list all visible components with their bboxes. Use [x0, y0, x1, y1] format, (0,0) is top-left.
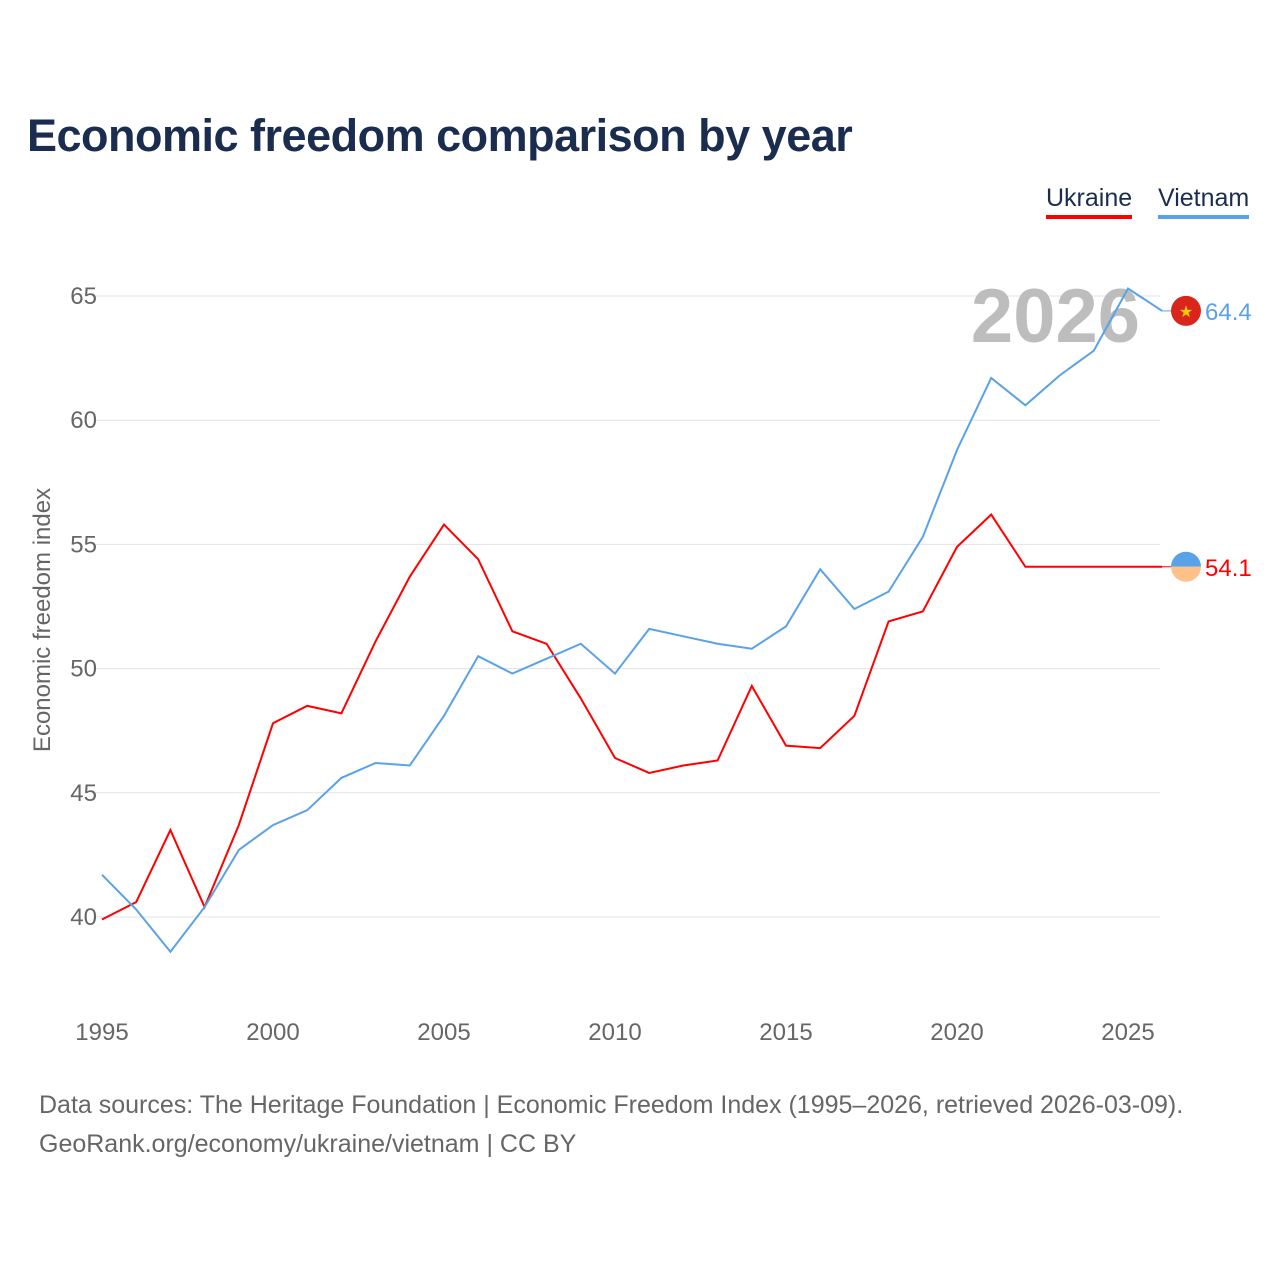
- svg-text:★: ★: [1179, 304, 1193, 321]
- y-tick-label: 55: [70, 531, 97, 558]
- x-tick-label: 2025: [1101, 1019, 1154, 1046]
- ukraine-flag-icon: [1171, 551, 1201, 582]
- end-value-label-vietnam: 64.4: [1205, 299, 1252, 326]
- footer: Data sources: The Heritage Foundation | …: [39, 1086, 1183, 1164]
- x-tick-label: 2000: [246, 1019, 299, 1046]
- legend-ukraine[interactable]: Ukraine: [1046, 184, 1133, 219]
- legend-vietnam[interactable]: Vietnam: [1158, 184, 1250, 219]
- y-tick-label: 45: [70, 780, 97, 807]
- x-tick-label: 2005: [417, 1019, 470, 1046]
- chart-title: Economic freedom comparison by year: [27, 110, 853, 161]
- y-tick-label: 50: [70, 656, 97, 683]
- footer-attribution: GeoRank.org/economy/ukraine/vietnam | CC…: [39, 1130, 577, 1158]
- x-tick-label: 1995: [75, 1019, 128, 1046]
- year-watermark: 2026: [971, 274, 1140, 359]
- x-tick-label: 2010: [588, 1019, 641, 1046]
- x-tick-label: 2015: [759, 1019, 812, 1046]
- footer-sources: Data sources: The Heritage Foundation | …: [39, 1091, 1184, 1119]
- y-tick-label: 40: [70, 904, 97, 931]
- series-line-ukraine: [101, 513, 1163, 921]
- series-line-vietnam: [101, 287, 1163, 954]
- vietnam-flag-icon: ★: [1171, 295, 1201, 326]
- end-value-label-ukraine: 54.1: [1205, 555, 1252, 582]
- y-tick-label: 60: [70, 407, 97, 434]
- x-tick-label: 2020: [930, 1019, 983, 1046]
- y-tick-label: 65: [70, 283, 97, 310]
- y-axis-label: Economic freedom index: [29, 488, 56, 752]
